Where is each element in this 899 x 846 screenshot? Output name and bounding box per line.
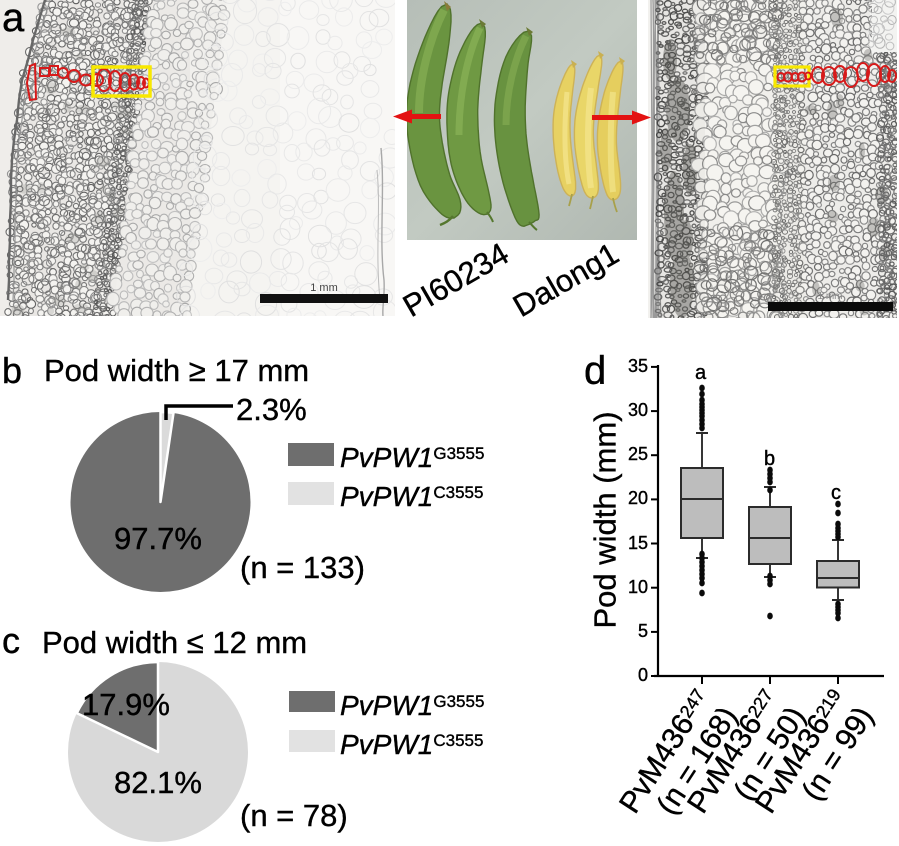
svg-text:1 mm: 1 mm (310, 282, 338, 294)
svg-text:1 mm: 1 mm (818, 291, 843, 302)
